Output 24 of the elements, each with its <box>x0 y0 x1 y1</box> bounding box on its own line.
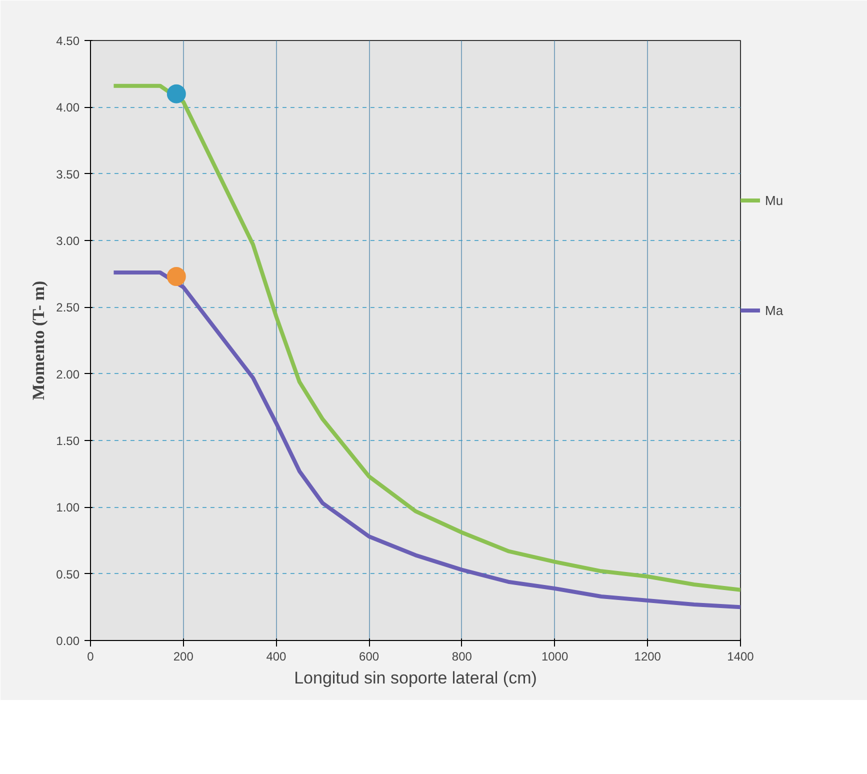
y-tick-label: 0.00 <box>56 634 80 648</box>
y-tick-label: 4.00 <box>56 100 80 115</box>
y-tick-label: 2.00 <box>56 367 80 382</box>
x-tick-label: 1000 <box>541 650 568 664</box>
y-tick-label: 1.00 <box>56 500 80 515</box>
x-axis-title: Longitud sin soporte lateral (cm) <box>294 668 537 688</box>
y-tick-label: 3.50 <box>56 167 80 182</box>
y-tick-label: 0.50 <box>56 567 80 582</box>
line-series <box>112 84 740 592</box>
x-tick-label: 0 <box>87 650 94 664</box>
line-series <box>112 270 740 610</box>
x-tick-label: 600 <box>359 650 380 664</box>
y-axis-title: Momento (T- m) <box>29 280 48 400</box>
x-tick-label: 800 <box>452 650 472 664</box>
y-tick-label: 2.50 <box>56 300 80 315</box>
y-tick-label: 4.50 <box>56 34 80 48</box>
x-tick-label: 1200 <box>634 650 662 664</box>
legend-label: Ma <box>765 302 784 318</box>
y-tick-label: 1.50 <box>56 434 80 448</box>
y-tick-label: 3.00 <box>56 234 80 248</box>
x-tick-label: 200 <box>173 650 194 664</box>
x-tick-label: 400 <box>266 650 287 664</box>
x-tick-label: 1400 <box>727 650 754 664</box>
legend-label: Mu <box>765 192 784 208</box>
